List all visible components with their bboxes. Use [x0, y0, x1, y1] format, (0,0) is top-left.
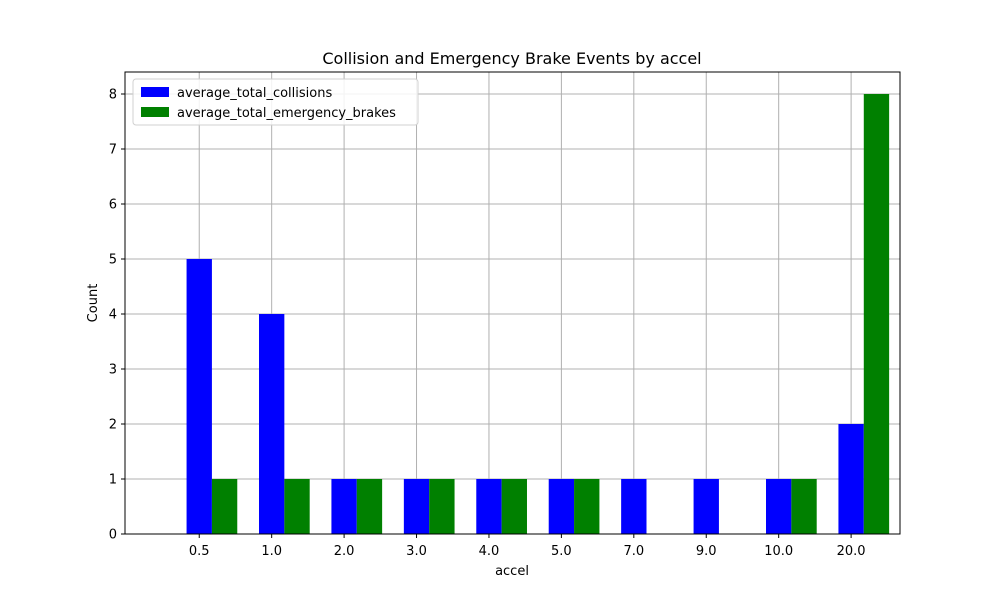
legend-swatch: [141, 87, 169, 97]
bar-emergency-brakes: [356, 479, 383, 534]
x-tick-label: 5.0: [551, 544, 572, 559]
bar-emergency-brakes: [791, 479, 817, 534]
bar-emergency-brakes: [501, 479, 527, 534]
bar-emergency-brakes: [429, 479, 455, 534]
y-axis-ticks: 0 1 2 3 4 5 6 7 8: [109, 88, 125, 543]
y-axis-label: Count: [86, 284, 101, 323]
x-tick-label: 1.0: [261, 544, 282, 559]
bar-collisions: [331, 479, 357, 534]
bar-collisions: [548, 479, 575, 534]
x-tick-label: 7.0: [623, 544, 644, 559]
legend-swatch: [141, 107, 169, 117]
y-tick-label: 4: [109, 308, 117, 323]
legend: average_total_collisions average_total_em…: [132, 78, 419, 126]
y-tick-label: 1: [109, 473, 117, 488]
bars: [186, 94, 890, 534]
x-axis-label: accel: [495, 564, 529, 579]
bar-collisions: [693, 479, 719, 534]
x-tick-label: 10.0: [764, 544, 793, 559]
x-tick-label: 3.0: [406, 544, 427, 559]
y-tick-label: 7: [109, 143, 117, 158]
x-axis-ticks: 0.5 1.0 2.0 3.0 4.0 5.0 7.0 9.0 10.0 20.0: [189, 534, 866, 559]
x-tick-label: 0.5: [189, 544, 210, 559]
y-tick-label: 6: [109, 198, 117, 213]
legend-entry: average_total_collisions: [177, 86, 332, 101]
bar-collisions: [766, 479, 792, 534]
x-tick-label: 4.0: [479, 544, 500, 559]
bar-collisions: [476, 479, 502, 534]
x-tick-label: 9.0: [696, 544, 717, 559]
y-tick-label: 2: [109, 418, 117, 433]
y-tick-label: 8: [109, 88, 117, 103]
legend-entry: average_total_emergency_brakes: [177, 106, 396, 121]
bar-emergency-brakes: [284, 479, 310, 534]
grid: [125, 72, 900, 535]
bar-emergency-brakes: [863, 94, 890, 534]
y-tick-label: 0: [109, 528, 117, 543]
chart-title: Collision and Emergency Brake Events by …: [322, 49, 701, 68]
bar-collisions: [621, 479, 647, 534]
x-tick-label: 20.0: [837, 544, 866, 559]
bar-collisions: [838, 424, 864, 534]
x-tick-label: 2.0: [334, 544, 355, 559]
plot-frame: [124, 71, 901, 535]
bar-collisions: [258, 314, 285, 534]
bar-emergency-brakes: [574, 479, 600, 534]
legend-box: [132, 78, 419, 126]
bar-collisions: [403, 479, 430, 534]
y-tick-label: 5: [109, 253, 117, 268]
y-tick-label: 3: [109, 363, 117, 378]
bar-emergency-brakes: [211, 479, 238, 534]
bar-collisions: [186, 259, 212, 534]
